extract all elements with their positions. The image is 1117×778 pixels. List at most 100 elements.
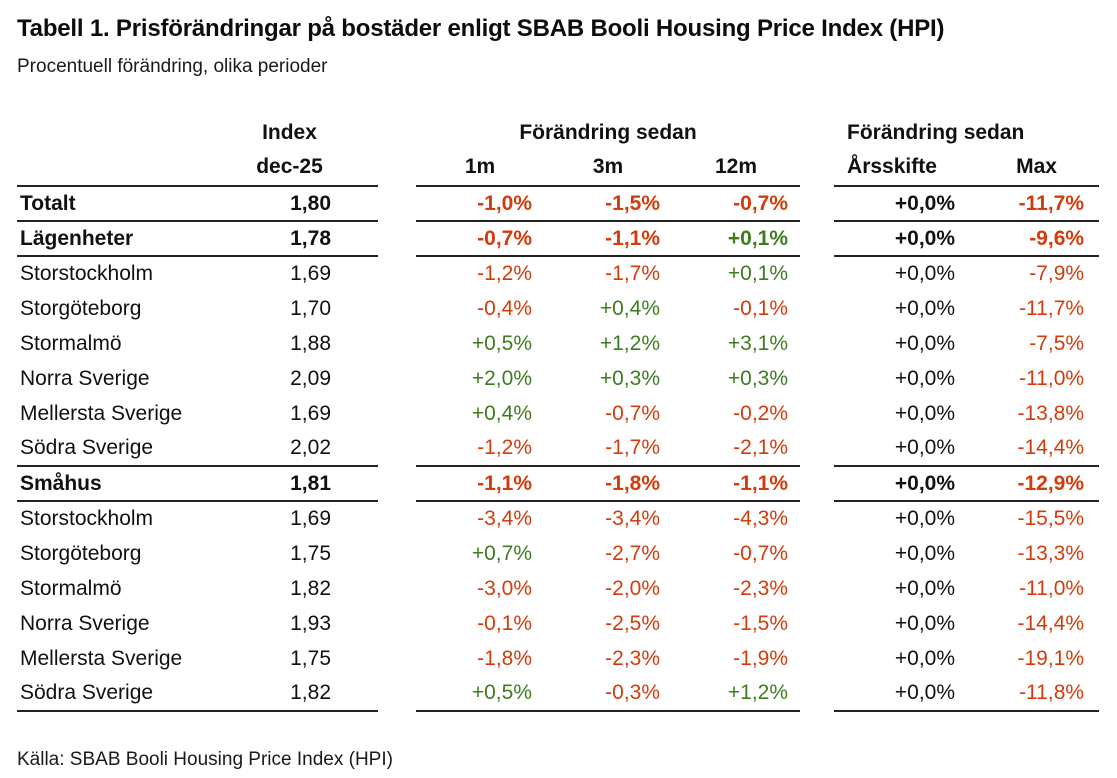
change-max-cell: -11,0% [1019,576,1085,600]
change-1m-cell: -0,4% [477,296,532,320]
table-row: Lägenheter 1,78 -0,7% -1,1% +0,1% +0,0% -9,6% [17,221,1100,257]
column-header-index-date: dec-25 [201,148,378,187]
table-row: Norra Sverige 1,93 -0,1% -2,5% -1,5% +0,0% -14… [17,606,1099,641]
change-3m-cell: +1,2% [599,331,660,355]
change-12m-cell: -1,1% [672,466,801,502]
column-gap [378,606,416,641]
column-gap [378,641,416,676]
table-row: Småhus 1,81 -1,1% -1,8% -1,1% +0,0% -12,9% [17,466,1100,502]
column-gap [378,186,416,221]
column-gap [800,431,834,466]
change-ytd-cell: +0,0% [894,507,956,530]
change-1m-cell: -3,4% [477,507,532,530]
change-12m-cell: -0,1% [733,296,789,320]
change-12m-cell: -0,2% [733,401,789,425]
change-ytd-cell: +0,0% [894,331,956,355]
change-12m-cell: -4,3% [733,507,789,530]
table-row: Norra Sverige 2,09 +2,0% +0,3% +0,3% +0,0% -11… [17,361,1099,396]
row-label-cell: Södra Sverige [17,431,201,467]
row-label-cell: Norra Sverige [20,366,150,390]
change-max-cell: -15,5% [1017,507,1085,530]
change-ytd-cell: +0,0% [834,431,975,467]
change-3m-cell: -1,7% [605,262,660,285]
change-ytd-cell: +0,0% [894,646,956,670]
change-max-cell: -11,7% [1019,296,1085,320]
column-gap [800,361,834,396]
change-max-cell: -12,9% [974,466,1100,502]
change-ytd-cell: +0,0% [894,611,956,635]
change-12m-cell: -1,5% [733,611,789,635]
change-max-cell: -19,1% [1017,646,1085,670]
change-3m-cell: -1,5% [544,186,672,222]
change-ytd-cell: +0,0% [834,676,975,712]
change-ytd-cell: +0,0% [894,541,956,565]
header-column-row: dec-25 1m 3m 12m Årsskifte Max [17,148,1100,187]
table-row: Stormalmö 1,88 +0,5% +1,2% +3,1% +0,0% -7,5% [17,326,1099,361]
column-gap [378,466,416,501]
index-value-cell: 1,93 [290,611,331,635]
change-max-cell: -13,8% [1017,401,1085,425]
column-gap [800,186,834,221]
column-gap [800,396,834,431]
column-gap [800,501,834,536]
index-value-cell: 1,81 [201,466,378,502]
change-12m-cell: +0,1% [672,221,801,257]
change-1m-cell: +0,7% [471,541,532,565]
change-1m-cell: +0,5% [471,331,532,355]
change-3m-cell: -1,1% [544,221,672,257]
row-label-cell: Lägenheter [17,221,201,257]
column-gap [800,641,834,676]
column-gap [800,571,834,606]
index-value-cell: 1,82 [201,676,378,712]
row-label-cell: Storstockholm [20,262,154,285]
change-12m-cell: -2,3% [733,576,789,600]
column-gap [378,256,416,291]
change-12m-cell: +0,1% [727,262,789,285]
page-subtitle: Procentuell förändring, olika perioder [17,56,328,77]
column-gap [378,571,416,606]
change-ytd-cell: +0,0% [834,221,975,257]
change-1m-cell: -1,1% [416,466,544,502]
change-3m-cell: -3,4% [605,507,660,530]
change-ytd-cell: +0,0% [894,576,956,600]
table-row: Stormalmö 1,82 -3,0% -2,0% -2,3% +0,0% -11,0% [17,571,1099,606]
column-gap [378,361,416,396]
change-3m-cell: +0,3% [599,366,660,390]
change-max-cell: -11,7% [974,186,1100,222]
index-value-cell: 1,80 [201,186,378,222]
table-row: Storgöteborg 1,75 +0,7% -2,7% -0,7% +0,0% -13,… [17,536,1099,571]
change-max-cell: -9,6% [974,221,1100,257]
column-header-3m: 3m [544,148,672,187]
column-gap [378,118,416,148]
index-value-cell: 1,75 [290,541,331,565]
table-row: Storstockholm 1,69 -3,4% -3,4% -4,3% +0,0% -15… [17,501,1099,536]
change-since-group-header-1: Förändring sedan [519,121,697,144]
column-gap [800,676,834,711]
change-max-cell: -7,9% [1029,262,1085,285]
index-value-cell: 1,69 [290,507,331,530]
change-max-cell: -13,3% [1017,541,1085,565]
table-row: Totalt 1,80 -1,0% -1,5% -0,7% +0,0% -11,7% [17,186,1100,222]
change-12m-cell: +3,1% [727,331,789,355]
row-label-cell: Småhus [17,466,201,502]
row-label-cell: Stormalmö [20,331,122,355]
column-header-12m: 12m [672,148,801,187]
row-label-cell: Storgöteborg [20,296,142,320]
change-1m-cell: -0,1% [477,611,532,635]
column-gap [378,326,416,361]
index-value-cell: 1,70 [290,296,331,320]
row-label-cell: Stormalmö [20,576,122,600]
row-label-cell: Totalt [17,186,201,222]
change-ytd-cell: +0,0% [894,296,956,320]
column-gap [800,536,834,571]
column-gap [800,148,834,186]
page-title: Tabell 1. Prisförändringar på bostäder e… [17,15,945,42]
index-value-cell: 2,09 [290,366,331,390]
change-ytd-cell: +0,0% [894,366,956,390]
column-header-arsskifte: Årsskifte [834,148,975,187]
change-max-cell: -11,0% [1019,366,1085,390]
change-1m-cell: -1,2% [477,262,532,285]
column-gap [378,501,416,536]
change-1m-cell: -1,8% [477,646,532,670]
